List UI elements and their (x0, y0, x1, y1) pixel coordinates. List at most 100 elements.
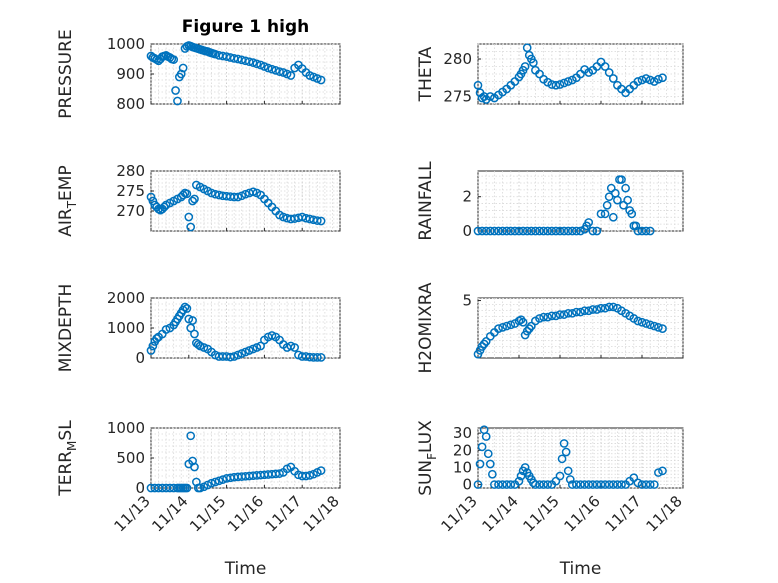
data-point (613, 480, 622, 489)
data-point (602, 200, 612, 210)
data-point (645, 480, 655, 489)
data-point (473, 226, 483, 236)
data-point (233, 192, 243, 202)
data-point (584, 480, 594, 489)
data-point (633, 316, 643, 326)
data-point (600, 209, 610, 219)
data-point (146, 192, 156, 202)
data-point (629, 473, 639, 483)
axes-frame (477, 427, 684, 489)
data-point (182, 483, 192, 493)
data-point (576, 480, 585, 489)
data-point (539, 312, 548, 322)
data-point (520, 463, 530, 472)
data-point (606, 183, 616, 193)
y-tick-label: 280 (116, 162, 145, 180)
x-tick-label: 11/13 (111, 492, 154, 535)
data-point (182, 304, 192, 313)
data-point (506, 320, 516, 330)
data-point (481, 226, 491, 236)
data-point (263, 63, 273, 73)
data-point (633, 77, 643, 86)
y-tick-label: 270 (116, 202, 145, 220)
data-point (190, 194, 199, 204)
data-point (604, 302, 614, 312)
data-point (159, 202, 169, 212)
data-point (637, 75, 647, 85)
data-point (535, 314, 544, 323)
data-point (565, 475, 575, 484)
data-point (297, 212, 307, 222)
data-point (633, 226, 643, 236)
x-tick-label: 11/17 (262, 492, 305, 535)
data-point (316, 216, 326, 226)
data-point (654, 323, 663, 332)
data-point (226, 352, 235, 362)
data-point (256, 341, 265, 351)
y-tick-label: 500 (116, 449, 145, 467)
data-point (182, 189, 192, 199)
data-point (490, 226, 499, 236)
data-point (555, 226, 565, 236)
data-point (567, 308, 577, 318)
data-point (641, 74, 651, 83)
y-tick-label: 275 (116, 182, 145, 200)
data-point (248, 187, 258, 197)
data-point (645, 75, 655, 85)
data-point (619, 200, 628, 210)
y-tick-label: 30 (453, 424, 472, 442)
data-point (514, 226, 524, 236)
data-point (186, 222, 196, 232)
data-point (588, 226, 598, 236)
data-point (518, 317, 528, 327)
data-point (214, 476, 224, 486)
y-tick-label: 0 (462, 222, 472, 240)
data-point (146, 346, 156, 355)
data-point (488, 469, 497, 479)
data-point (475, 459, 485, 469)
x-tick-label: 11/14 (479, 492, 522, 535)
data-point (244, 57, 254, 67)
data-point (207, 478, 216, 488)
data-point (485, 92, 495, 101)
data-point (596, 303, 606, 313)
data-point (572, 307, 581, 317)
x-tick-label: 11/16 (561, 492, 604, 535)
data-point (551, 226, 561, 236)
data-point (608, 212, 618, 222)
data-point (477, 442, 487, 452)
data-point (267, 64, 277, 74)
data-point (580, 306, 589, 316)
data-point (621, 183, 630, 193)
data-point (637, 226, 647, 236)
y-axis-label: MIXDEPTH (56, 284, 76, 373)
data-point (604, 480, 614, 489)
data-point (645, 320, 655, 330)
data-point (580, 480, 589, 489)
y-axis-label: RAINFALL (416, 161, 436, 241)
data-point (555, 80, 565, 89)
data-point (316, 353, 326, 362)
data-point (543, 480, 553, 489)
data-point (502, 480, 512, 489)
data-point (305, 471, 315, 480)
x-tick-label: 11/13 (438, 492, 481, 535)
y-tick-label: 900 (116, 65, 145, 83)
axes-frame (477, 170, 684, 232)
data-point (188, 316, 197, 325)
data-point (252, 59, 262, 69)
y-axis-label: AIRTEMP (56, 165, 79, 236)
data-point (547, 80, 557, 89)
data-point (148, 196, 158, 206)
data-point (551, 80, 561, 90)
y-tick-label: 20 (453, 441, 472, 459)
data-point (617, 175, 626, 184)
data-point (600, 480, 610, 489)
data-point (637, 317, 647, 327)
data-point (518, 226, 528, 236)
data-point (539, 480, 548, 489)
data-point (498, 480, 507, 489)
data-point (520, 62, 530, 71)
